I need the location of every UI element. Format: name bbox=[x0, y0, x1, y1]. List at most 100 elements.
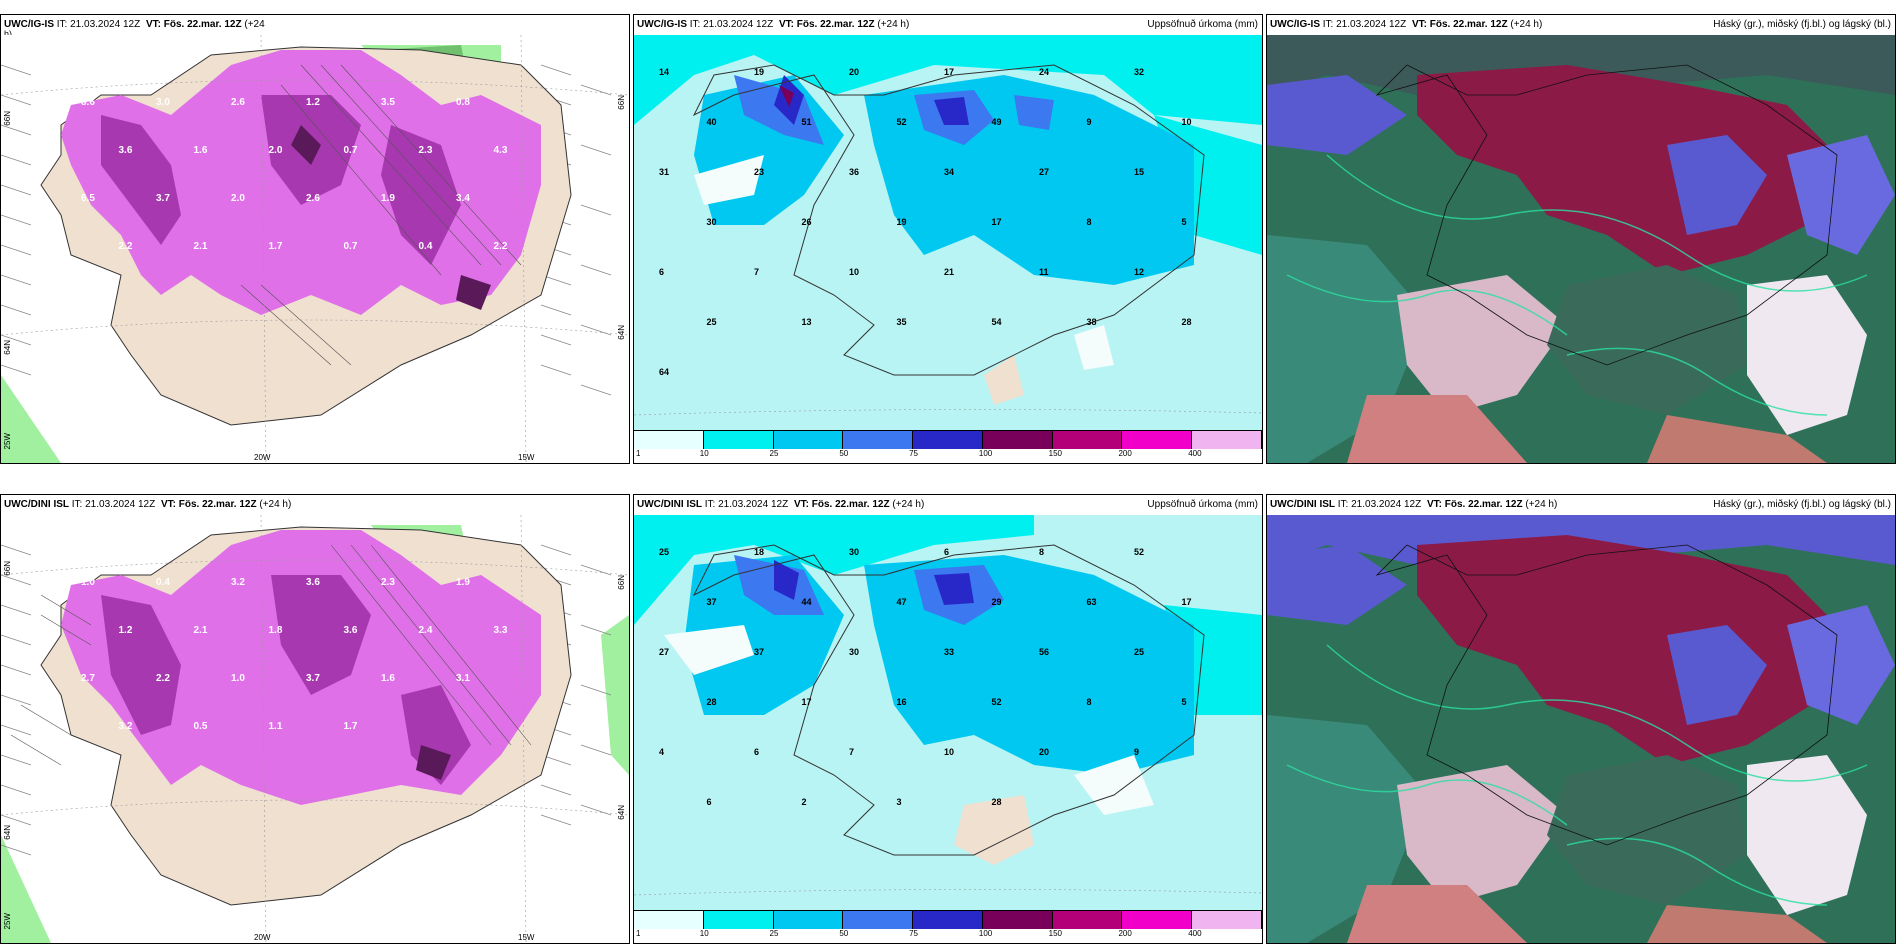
lat-tick-66n: 66N bbox=[3, 561, 12, 576]
map-value-label: 19 bbox=[754, 67, 764, 77]
map-value-label: 31 bbox=[659, 167, 669, 177]
lat-tick-25w: 25W bbox=[3, 433, 12, 450]
map-value-label: 1.0 bbox=[231, 673, 245, 684]
map-value-label: 1.1 bbox=[269, 721, 283, 732]
map-value-label: 26 bbox=[802, 217, 812, 227]
map-value-label: 63 bbox=[1087, 597, 1097, 607]
map-value-label: 4 bbox=[659, 747, 664, 757]
map-value-label: 36 bbox=[849, 167, 859, 177]
colorbar-tick: 200 bbox=[1118, 929, 1132, 938]
precip-map-dini: UWC/DINI ISL IT: 21.03.2024 12Z VT: Fös.… bbox=[633, 494, 1263, 944]
colorbar-tick: 50 bbox=[839, 449, 849, 458]
colorbar-tick: 75 bbox=[909, 449, 919, 458]
map-value-label: 6 bbox=[754, 747, 759, 757]
map-value-label: 25 bbox=[659, 547, 669, 557]
map-value-label: 2 bbox=[802, 797, 807, 807]
map-value-label: 2.1 bbox=[194, 625, 208, 636]
lat-tick-66n: 66N bbox=[3, 111, 12, 126]
valid-time-label: VT: bbox=[160, 499, 176, 510]
map-value-label: 1.6 bbox=[194, 145, 208, 156]
map-value-label: 30 bbox=[707, 217, 717, 227]
map-value-label: 20 bbox=[849, 67, 859, 77]
map-value-label: 29 bbox=[992, 597, 1002, 607]
valid-time: Fös. 22.mar. 12Z bbox=[811, 499, 890, 510]
map-value-label: 40 bbox=[707, 117, 717, 127]
colorbar-swatch bbox=[982, 431, 1053, 449]
colorbar-swatch bbox=[1192, 431, 1262, 449]
map-value-label: 5 bbox=[1182, 697, 1187, 707]
colorbar-tick: 100 bbox=[978, 449, 993, 458]
map-value-label: 44 bbox=[802, 597, 812, 607]
map-value-label: 3.6 bbox=[119, 145, 133, 156]
map-value-label: 2.1 bbox=[194, 241, 208, 252]
map-value-label: 1.9 bbox=[456, 577, 470, 588]
snow-depth-labels: 3.6 3.0 2.6 1.2 3.5 0.8 3.6 1.6 2.0 0.7 2.3 4.3 6.5 3… bbox=[81, 97, 508, 252]
precip-map-igis: UWC/IG-IS IT: 21.03.2024 12Z VT: Fös. 22… bbox=[633, 14, 1263, 464]
model-name: UWC/DINI ISL bbox=[1270, 499, 1335, 510]
colorbar-swatch bbox=[843, 911, 914, 929]
precip-colorbar: 1 10 25 50 75 100 150 200 400 bbox=[634, 910, 1262, 943]
model-name: UWC/DINI ISL bbox=[637, 499, 702, 510]
valid-time: Fös. 22.mar. 12Z bbox=[178, 499, 257, 510]
map-value-label: 1.0 bbox=[81, 577, 95, 588]
lat-tick-64n-right: 64N bbox=[617, 805, 626, 820]
map-value-label: 3.7 bbox=[156, 193, 170, 204]
map-value-label: 7 bbox=[754, 267, 759, 277]
map-value-label: 1.7 bbox=[269, 241, 283, 252]
map-value-label: 2.3 bbox=[381, 577, 395, 588]
map-value-label: 17 bbox=[992, 217, 1002, 227]
field-name: Uppsöfnuð úrkoma (mm) bbox=[1147, 499, 1258, 510]
map-value-label: 52 bbox=[897, 117, 907, 127]
lat-tick-66n-right: 66N bbox=[617, 95, 626, 110]
map-value-label: 9 bbox=[1087, 117, 1092, 127]
map-value-label: 25 bbox=[707, 317, 717, 327]
map-value-label: 8 bbox=[1039, 547, 1044, 557]
valid-time: Fös. 22.mar. 12Z bbox=[163, 19, 242, 30]
map-value-label: 10 bbox=[849, 267, 859, 277]
map-value-label: 11 bbox=[1039, 267, 1049, 277]
cloud-map-canvas bbox=[1267, 515, 1895, 943]
map-value-label: 10 bbox=[1182, 117, 1192, 127]
map-value-label: 49 bbox=[992, 117, 1002, 127]
map-value-label: 3.6 bbox=[306, 577, 320, 588]
colorbar-tick: 25 bbox=[769, 449, 779, 458]
map-value-label: 8 bbox=[1087, 697, 1092, 707]
map-value-label: 30 bbox=[849, 547, 859, 557]
panel-header: UWC/DINI ISL IT: 21.03.2024 12Z VT: Fös.… bbox=[1267, 495, 1895, 515]
map-value-label: 27 bbox=[659, 647, 669, 657]
valid-time-label: VT: bbox=[778, 19, 794, 30]
map-value-label: 2.6 bbox=[231, 97, 245, 108]
map-value-label: 25 bbox=[1134, 647, 1144, 657]
map-value-label: 3.0 bbox=[156, 97, 170, 108]
colorbar-swatch bbox=[1122, 431, 1193, 449]
snow-depth-map-igis: UWC/IG-IS IT: 21.03.2024 12Z VT: Fös. 22… bbox=[0, 14, 630, 464]
map-value-label: 30 bbox=[849, 647, 859, 657]
lat-tick-25w: 25W bbox=[3, 913, 12, 930]
lat-tick-62n: 64N bbox=[617, 325, 626, 340]
map-value-label: 6 bbox=[659, 267, 664, 277]
lon-tick-20w: 20W bbox=[254, 933, 271, 942]
lead-time: (+24 h) bbox=[1525, 499, 1558, 510]
map-value-label: 35 bbox=[897, 317, 907, 327]
valid-time: Fös. 22.mar. 12Z bbox=[1444, 499, 1523, 510]
colorbar-swatch bbox=[703, 911, 774, 929]
colorbar-swatch bbox=[982, 911, 1053, 929]
map-value-label: 0.4 bbox=[156, 577, 170, 588]
lat-tick-64n: 64N bbox=[3, 825, 12, 840]
map-value-label: 2.0 bbox=[231, 193, 245, 204]
colorbar-swatch bbox=[843, 431, 914, 449]
init-time: IT: 21.03.2024 12Z bbox=[1322, 19, 1407, 30]
lead-time: (+24 h) bbox=[877, 19, 910, 30]
map-value-label: 8 bbox=[1087, 217, 1092, 227]
colorbar-swatch bbox=[1052, 911, 1123, 929]
map-value-label: 20 bbox=[1039, 747, 1049, 757]
model-name: UWC/DINI ISL bbox=[4, 499, 69, 510]
valid-time: Fös. 22.mar. 12Z bbox=[1429, 19, 1508, 30]
snow-map-canvas: 3.6 3.0 2.6 1.2 3.5 0.8 3.6 1.6 2.0 0.7 2.3 4.3 6.5 3… bbox=[1, 35, 629, 463]
colorbar-tick: 1 bbox=[636, 449, 641, 458]
colorbar-swatch bbox=[703, 431, 774, 449]
field-name: Háský (gr.), miðský (fj.bl.) og lágský (… bbox=[1713, 499, 1891, 510]
map-value-label: 9 bbox=[1134, 747, 1139, 757]
lat-tick-64n: 64N bbox=[3, 340, 12, 355]
